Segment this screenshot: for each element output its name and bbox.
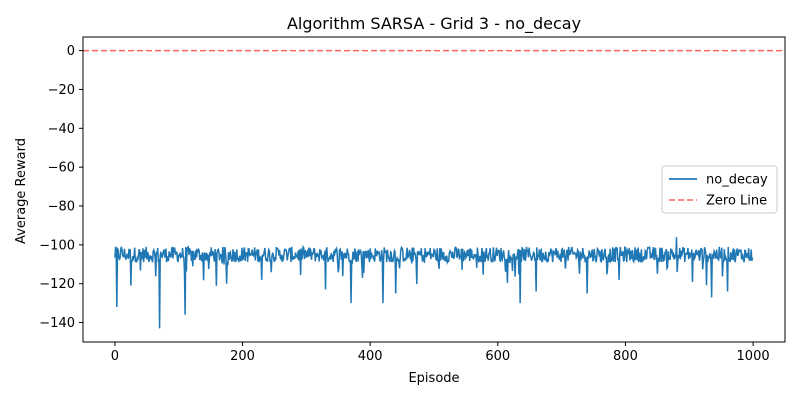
y-axis-label: Average Reward <box>14 138 29 244</box>
x-axis-label: Episode <box>408 371 459 386</box>
y-tick-label: −140 <box>39 316 75 331</box>
x-tick-label: 400 <box>358 349 383 364</box>
x-tick-label: 600 <box>485 349 510 364</box>
chart-title: Algorithm SARSA - Grid 3 - no_decay <box>287 14 581 34</box>
x-tick-label: 1000 <box>737 349 770 364</box>
y-tick-label: 0 <box>67 44 75 59</box>
x-tick-label: 200 <box>230 349 255 364</box>
legend-box <box>661 165 778 214</box>
legend: no_decay Zero Line <box>661 165 778 214</box>
y-tick-label: −40 <box>48 122 75 137</box>
y-tick-label: −80 <box>48 200 75 215</box>
plot-area <box>83 49 785 329</box>
x-tick-label: 800 <box>613 349 638 364</box>
y-tick-label: −20 <box>48 83 75 98</box>
legend-label-no-decay: no_decay <box>706 173 768 188</box>
plot-frame <box>82 36 786 343</box>
axes: 0 200 400 600 800 1000 0 −20 −40 −60 −80 −100 −120 −1… <box>39 36 786 364</box>
y-tick-label: −60 <box>48 161 75 176</box>
y-tick-label: −120 <box>39 277 75 292</box>
series-line-no-decay <box>114 237 754 329</box>
y-tick-label: −100 <box>39 238 75 253</box>
legend-label-zero-line: Zero Line <box>706 194 767 209</box>
x-tick-label: 0 <box>111 349 119 364</box>
